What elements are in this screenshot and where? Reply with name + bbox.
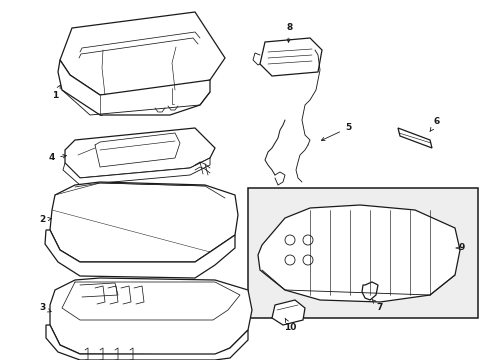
Polygon shape xyxy=(397,128,431,148)
Polygon shape xyxy=(361,282,377,300)
Polygon shape xyxy=(60,12,224,95)
Circle shape xyxy=(112,202,117,207)
Circle shape xyxy=(97,217,102,222)
Polygon shape xyxy=(271,300,305,325)
Text: 3: 3 xyxy=(39,303,51,312)
Polygon shape xyxy=(258,205,459,302)
Circle shape xyxy=(127,211,132,216)
Text: 1: 1 xyxy=(52,85,60,99)
Text: 5: 5 xyxy=(321,123,350,140)
Circle shape xyxy=(97,206,102,211)
Text: 10: 10 xyxy=(283,318,296,333)
Circle shape xyxy=(127,199,132,204)
Text: 2: 2 xyxy=(39,216,51,225)
Polygon shape xyxy=(65,128,215,178)
Circle shape xyxy=(112,215,117,220)
Polygon shape xyxy=(63,158,209,185)
Text: 8: 8 xyxy=(286,23,292,42)
Polygon shape xyxy=(58,60,209,115)
Polygon shape xyxy=(50,182,238,262)
Polygon shape xyxy=(50,278,251,355)
Text: 4: 4 xyxy=(49,153,66,162)
Polygon shape xyxy=(45,230,235,278)
Polygon shape xyxy=(46,325,247,360)
Text: 7: 7 xyxy=(371,300,383,312)
Polygon shape xyxy=(260,38,321,76)
Bar xyxy=(247,188,477,318)
Text: 6: 6 xyxy=(429,117,439,131)
Text: 9: 9 xyxy=(455,243,464,252)
